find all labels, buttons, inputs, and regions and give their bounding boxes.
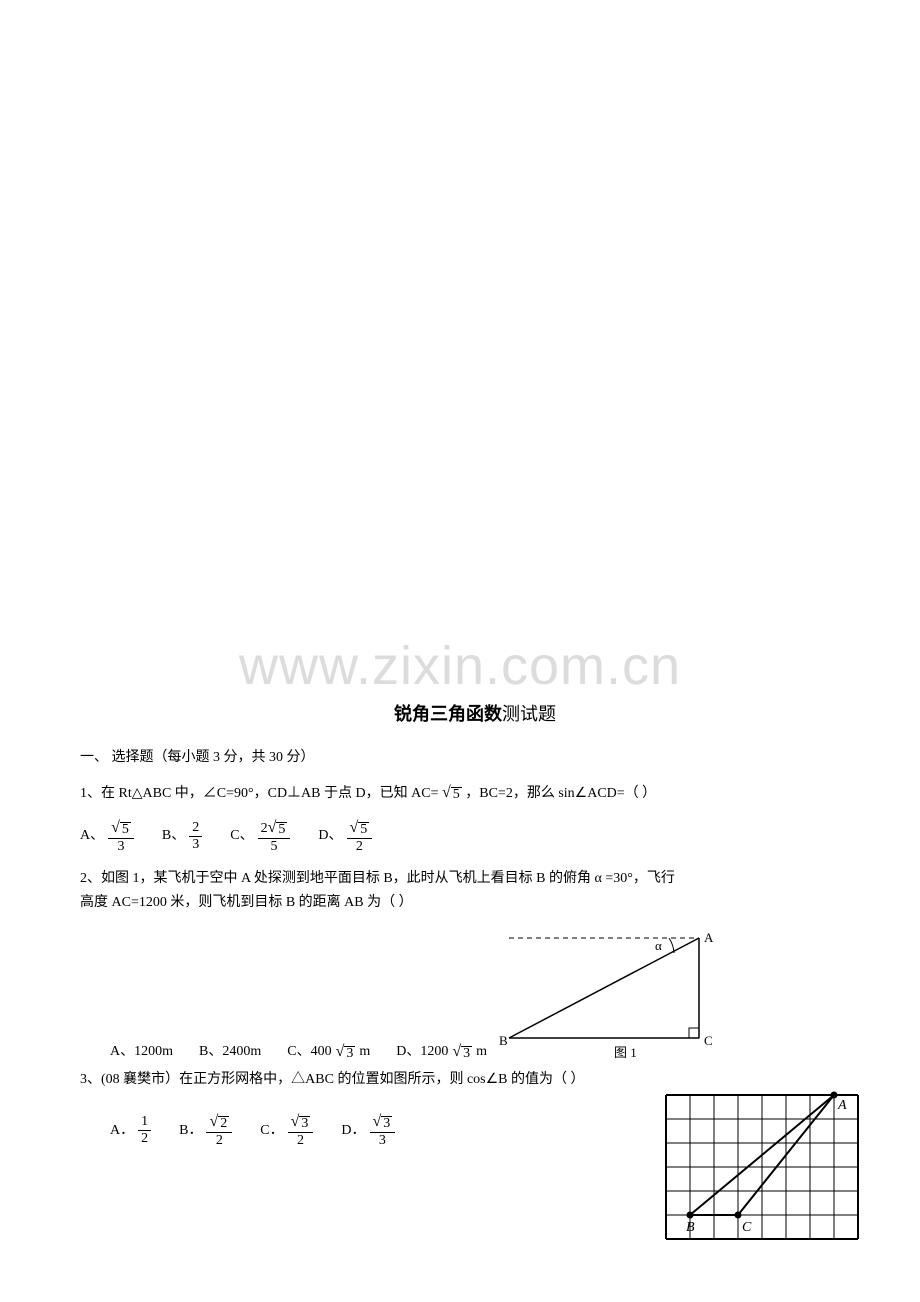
- q1-optC: C、 2√5 5: [230, 820, 290, 854]
- svg-text:C: C: [742, 1220, 752, 1235]
- q1-ac-sqrt: √5: [442, 785, 462, 802]
- q1-optA: A、 √5 3: [80, 820, 134, 854]
- q2-line1: 2、如图 1，某飞机于空中 A 处探测到地平面目标 B，此时从飞机上看目标 B …: [80, 868, 870, 890]
- page-content: 锐角三角函数测试题 一、 选择题（每小题 3 分，共 30 分） 1、在 Rt△…: [80, 700, 870, 1278]
- page-title: 锐角三角函数测试题: [80, 700, 870, 729]
- q1-optB: B、 2 3: [162, 821, 202, 852]
- q2-row: A、1200m B、2400m C、400 √3 m D、1200 √3 m: [80, 928, 870, 1063]
- q1-options: A、 √5 3 B、 2 3 C、 2√5 5 D、 √5 2: [80, 820, 870, 854]
- fig1-label-alpha: α: [655, 936, 662, 957]
- q1-optD: D、 √5 2: [318, 820, 372, 854]
- fig1-label-A: A: [704, 928, 713, 949]
- q2-options: A、1200m B、2400m C、400 √3 m D、1200 √3 m: [110, 1041, 487, 1063]
- q1-after: ，BC=2，那么 sin∠ACD=（ ）: [465, 786, 656, 801]
- fig1-label-C: C: [704, 1031, 713, 1052]
- q1-before: 1、在 Rt△ABC 中，∠C=90°，CD⊥AB 于点 D，已知 AC=: [80, 786, 438, 801]
- title-bold: 锐角三角函数: [394, 704, 502, 724]
- q2-optC: C、400 √3 m: [287, 1041, 370, 1063]
- grid-svg: A B C: [660, 1089, 870, 1269]
- q3-options: A． 1 2 B． √2 2 C． √3: [110, 1114, 650, 1148]
- q2-line2: 高度 AC=1200 米，则飞机到目标 B 的距离 AB 为（ ）: [80, 892, 870, 914]
- watermark: www.zixin.com.cn: [239, 635, 681, 697]
- q3-optD: D． √3 3: [341, 1114, 395, 1148]
- svg-text:B: B: [686, 1220, 695, 1235]
- figure-grid: A B C: [660, 1089, 870, 1277]
- q2-optA: A、1200m: [110, 1041, 173, 1063]
- fig1-caption: 图 1: [614, 1043, 637, 1064]
- q3-optA: A． 1 2: [110, 1115, 151, 1146]
- q3-row: 3、(08 襄樊市）在正方形网格中，△ABC 的位置如图所示，则 cos∠B 的…: [80, 1069, 870, 1277]
- q2-optD: D、1200 √3 m: [396, 1041, 487, 1063]
- q1-text: 1、在 Rt△ABC 中，∠C=90°，CD⊥AB 于点 D，已知 AC= √5…: [80, 783, 870, 805]
- figure-1-svg: [499, 928, 729, 1048]
- q3-optC: C． √3 2: [260, 1114, 313, 1148]
- section-heading: 一、 选择题（每小题 3 分，共 30 分）: [80, 747, 870, 769]
- q3-optB: B． √2 2: [179, 1114, 232, 1148]
- svg-text:A: A: [837, 1098, 847, 1113]
- fig1-label-B: B: [499, 1031, 508, 1052]
- title-rest: 测试题: [502, 704, 556, 724]
- q3-text: 3、(08 襄樊市）在正方形网格中，△ABC 的位置如图所示，则 cos∠B 的…: [80, 1069, 650, 1091]
- q2-optB: B、2400m: [199, 1041, 261, 1063]
- figure-1: A B C α 图 1: [499, 928, 729, 1063]
